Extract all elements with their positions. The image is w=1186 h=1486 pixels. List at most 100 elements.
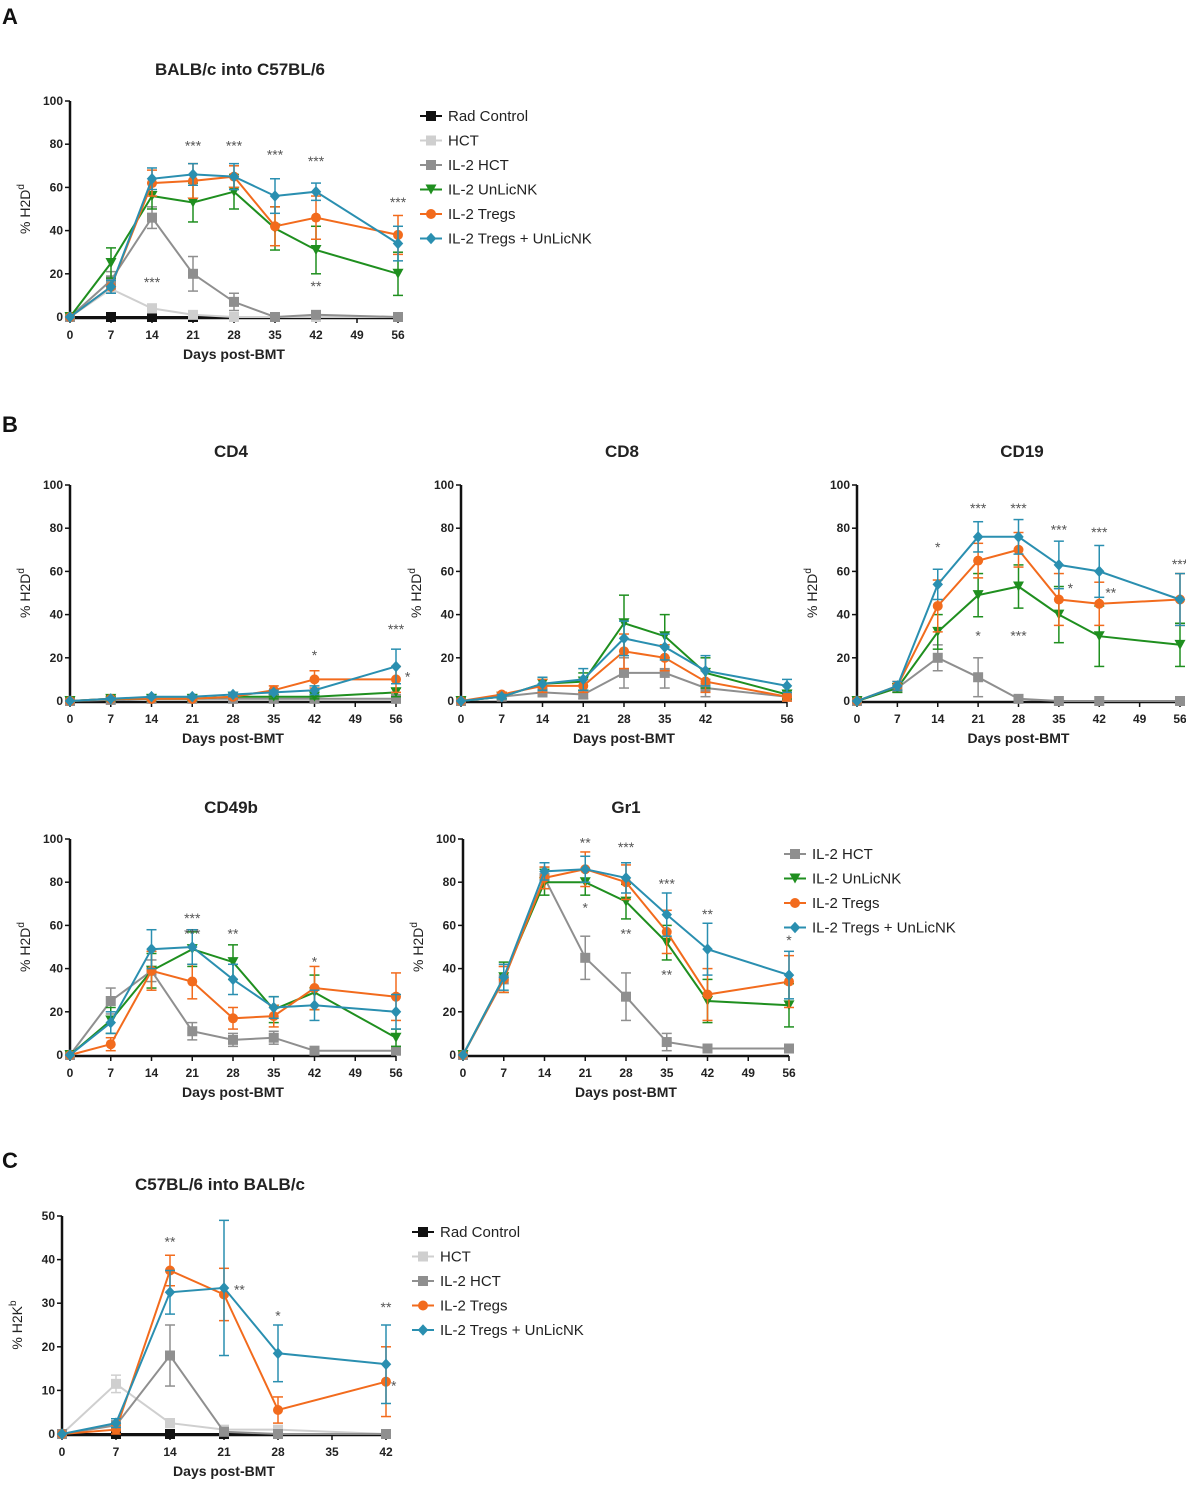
significance-label: **: [311, 278, 322, 294]
significance-label: **: [621, 925, 632, 941]
data-point: [105, 281, 117, 293]
data-point: [311, 309, 321, 320]
data-point: [219, 1426, 229, 1437]
legend-label: IL-2 HCT: [440, 1273, 501, 1290]
data-point: [105, 1039, 116, 1050]
chart-title: CD19: [1000, 442, 1043, 461]
y-tick-label: 100: [43, 832, 63, 846]
data-point: [578, 673, 589, 686]
y-axis-label-superscript: d: [407, 568, 418, 574]
x-tick-label: 0: [59, 1445, 66, 1459]
y-tick-label: 10: [42, 1383, 56, 1397]
significance-label: *: [583, 899, 589, 915]
x-tick-label: 42: [1093, 712, 1107, 726]
significance-label: **: [381, 1299, 392, 1315]
data-point: [105, 693, 116, 705]
legend-label: Rad Control: [440, 1224, 520, 1241]
data-point: [932, 652, 943, 663]
significance-label: ***: [970, 500, 987, 516]
chart-title: CD4: [214, 442, 249, 461]
y-tick-label: 40: [441, 608, 455, 622]
legend-item-il-2-unlicnk: IL-2 UnLicNK: [420, 182, 537, 199]
x-axis-label: Days post-BMT: [183, 346, 285, 362]
data-point: [1013, 531, 1024, 543]
panel-label-c: C: [2, 1148, 18, 1173]
data-point: [1013, 581, 1024, 592]
x-tick-label: 28: [227, 328, 241, 342]
x-tick-label: 21: [186, 712, 200, 726]
legend-item-hct: HCT: [420, 133, 479, 150]
legend-item-il-2-tregs: IL-2 Tregs: [412, 1298, 508, 1315]
series-line: [856, 656, 1180, 702]
data-point: [310, 245, 322, 256]
data-point: [310, 185, 322, 198]
significance-label: ***: [618, 839, 635, 855]
x-tick-label: 56: [391, 328, 405, 342]
series-line: [460, 671, 788, 702]
x-tick-label: 21: [577, 712, 591, 726]
y-axis-label-text: % H2K: [9, 1305, 25, 1349]
data-point: [187, 690, 198, 703]
y-tick-label: 20: [441, 651, 455, 665]
y-tick-label: 0: [56, 1048, 63, 1062]
panel-label-a: A: [2, 4, 18, 29]
series-il-2-tregs-unlicnk: [64, 162, 404, 323]
chart-c: C57BL/6 into BALB/c 0 10 20 30 40 50 0 7 14 21 28 35…: [8, 1175, 397, 1479]
legends-layer: Rad Control HCT IL-2 HCT IL-2 UnLicNK IL-2 T…: [412, 108, 956, 1339]
data-point: [782, 691, 792, 702]
y-tick-label: 20: [42, 1340, 56, 1354]
x-tick-label: 28: [271, 1445, 285, 1459]
legend-marker: [418, 1227, 428, 1237]
legend-item-il-2-tregs: IL-2 Tregs: [420, 206, 516, 223]
data-point: [661, 1037, 672, 1048]
data-point: [1013, 693, 1024, 704]
y-axis-label-text: % H2D: [17, 574, 33, 618]
legend-b: IL-2 HCT IL-2 UnLicNK IL-2 Tregs IL-2 Tregs…: [784, 846, 956, 937]
y-tick-label: 100: [43, 94, 63, 108]
series-line: [69, 969, 396, 1056]
significance-label: **: [228, 925, 239, 941]
data-point: [932, 600, 943, 611]
data-point: [1175, 696, 1185, 706]
data-point: [105, 1016, 116, 1029]
data-point: [56, 1428, 68, 1440]
data-point: [781, 680, 793, 692]
data-point: [580, 863, 591, 875]
data-point: [391, 693, 401, 704]
x-tick-label: 7: [894, 712, 901, 726]
data-point: [932, 578, 943, 591]
y-tick-label: 20: [50, 651, 64, 665]
x-tick-label: 56: [389, 1066, 403, 1080]
data-point: [64, 1049, 76, 1061]
data-point: [1093, 631, 1105, 642]
y-tick-label: 80: [441, 521, 455, 535]
y-tick-label: 0: [56, 694, 63, 708]
data-point: [165, 1429, 175, 1439]
y-tick-label: 60: [441, 564, 455, 578]
legend-marker: [417, 1324, 429, 1336]
x-axis-label: Days post-BMT: [575, 1084, 677, 1100]
legend-item-il-2-tregs-unlicnk: IL-2 Tregs + UnLicNK: [420, 231, 592, 248]
significance-label: *: [312, 647, 318, 663]
x-tick-label: 0: [67, 712, 74, 726]
y-axis-label-superscript: d: [409, 922, 420, 928]
data-point: [973, 555, 984, 566]
data-point: [269, 190, 281, 202]
data-point: [702, 989, 713, 1000]
data-point: [188, 309, 198, 320]
legend-label: IL-2 Tregs: [812, 895, 880, 912]
data-point: [228, 1034, 238, 1045]
x-tick-label: 21: [186, 1066, 200, 1080]
chart-a: BALB/c into C57BL/6 0 20 40 60 80 100 0 7 14 21 28 3…: [16, 60, 407, 362]
x-tick-label: 35: [658, 712, 672, 726]
y-tick-label: 20: [837, 651, 851, 665]
series-il-2-unlicnk: [851, 564, 1186, 706]
y-tick-label: 60: [50, 180, 64, 194]
significance-label: ***: [308, 153, 325, 169]
y-tick-label: 40: [50, 608, 64, 622]
data-point: [380, 1358, 392, 1370]
y-axis-label-text: % H2D: [408, 574, 424, 618]
data-point: [1053, 594, 1064, 605]
y-tick-label: 20: [50, 267, 64, 281]
